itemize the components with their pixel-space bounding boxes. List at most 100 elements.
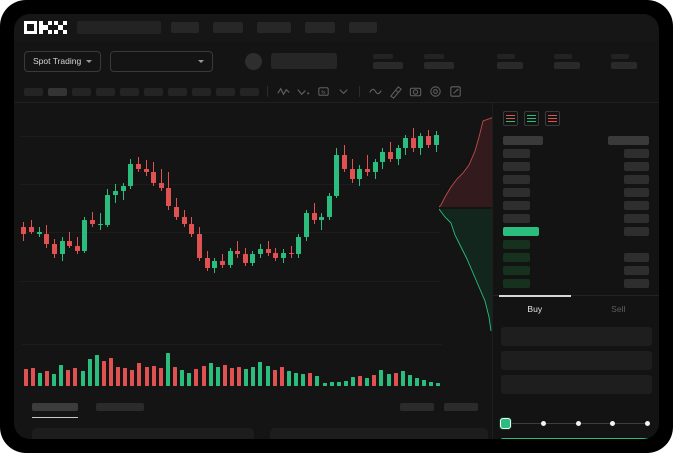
tab-order-history[interactable]	[96, 403, 144, 411]
volume-bar	[429, 382, 434, 386]
stat-24h-volume	[554, 53, 580, 69]
nav-item-1[interactable]	[171, 22, 199, 33]
stat-24h-change	[373, 53, 404, 69]
onboarding-step-indicator	[500, 417, 650, 429]
candle-chart-icon[interactable]	[296, 84, 311, 99]
chevron-down-icon	[86, 59, 93, 63]
volume-bar	[322, 383, 327, 386]
volume-bar	[23, 369, 28, 386]
settings-gear-icon[interactable]	[428, 84, 443, 99]
field-price[interactable]	[501, 351, 652, 370]
timeframe-5m[interactable]	[48, 87, 67, 96]
volume-bar	[173, 366, 178, 386]
timeframe-30m[interactable]	[96, 87, 115, 96]
orderbook-bid-row[interactable]	[503, 240, 649, 249]
orderbook-bid-row[interactable]	[503, 266, 649, 275]
chevron-down-icon[interactable]	[336, 84, 351, 99]
action-cancel-all[interactable]	[444, 403, 478, 411]
fullscreen-icon[interactable]	[448, 84, 463, 99]
wave-icon[interactable]	[368, 84, 383, 99]
tab-sell-label: Sell	[611, 303, 626, 314]
volume-bar	[244, 369, 249, 386]
tab-buy[interactable]: Buy	[493, 295, 577, 321]
timeframe-1h[interactable]	[120, 87, 139, 96]
orderbook-ask-row-price	[503, 149, 530, 158]
orderbook-ask-row[interactable]	[503, 175, 649, 184]
orderbook-ask-row[interactable]	[503, 201, 649, 210]
timeframe-1mo[interactable]	[216, 87, 235, 96]
field-amount[interactable]	[501, 375, 652, 394]
nav-item-4[interactable]	[305, 22, 335, 33]
volume-bar	[30, 368, 35, 386]
primary-cta-button[interactable]	[500, 438, 658, 439]
orderbook-bid-row-amount	[624, 253, 649, 262]
tab-open-orders[interactable]	[32, 403, 78, 418]
orderbook-ask-row-amount	[624, 149, 649, 158]
volume-bar	[407, 375, 412, 386]
volume-histogram[interactable]	[22, 344, 442, 386]
nav-item-2[interactable]	[213, 22, 243, 33]
trading-mode-label: Spot Trading	[33, 56, 82, 66]
orderbook-ask-row[interactable]	[503, 149, 649, 158]
orderbook-mode-bids[interactable]	[524, 111, 539, 126]
depth-ask-area	[439, 117, 494, 207]
orderbook-ask-row[interactable]	[503, 162, 649, 171]
bottom-panel-left[interactable]	[32, 428, 254, 439]
trading-pair-selector[interactable]	[110, 50, 214, 72]
step-1[interactable]	[500, 417, 511, 429]
orderbook-header-price	[503, 136, 543, 145]
orderbook-ask-row-amount	[624, 201, 649, 210]
stat-24h-low	[497, 53, 523, 69]
nav-item-5[interactable]	[349, 22, 377, 33]
price-candlestick-chart[interactable]	[20, 114, 440, 299]
volume-bar	[415, 378, 420, 386]
volume-bar	[400, 370, 405, 386]
tab-sell[interactable]: Sell	[577, 296, 660, 321]
orderbook-ask-row[interactable]	[503, 188, 649, 197]
volume-bar	[230, 368, 234, 386]
timeframe-4h[interactable]	[144, 87, 163, 96]
trading-mode-selector[interactable]: Spot Trading	[24, 50, 102, 72]
field-order-type[interactable]	[501, 327, 652, 346]
camera-icon[interactable]	[408, 84, 423, 99]
volume-bar	[187, 372, 192, 386]
chart-toolbar: fx	[14, 81, 659, 103]
timeframe-1w[interactable]	[192, 87, 211, 96]
orderbook-ask-row[interactable]	[503, 214, 649, 223]
okx-logo-icon[interactable]	[24, 21, 67, 34]
volume-bar	[436, 383, 441, 386]
orderbook-bid-row[interactable]	[503, 253, 649, 262]
bottom-panel-right[interactable]	[270, 428, 488, 439]
line-chart-icon[interactable]	[276, 84, 291, 99]
volume-bar	[123, 368, 128, 386]
orderbook-mode-asks[interactable]	[545, 111, 560, 126]
orderbook-header[interactable]	[503, 136, 649, 145]
timeframe-1m[interactable]	[24, 87, 43, 96]
step-5[interactable]	[645, 420, 650, 426]
volume-bar	[151, 365, 156, 386]
step-4[interactable]	[610, 420, 616, 426]
action-hide-other-pairs[interactable]	[400, 403, 434, 411]
volume-bar	[116, 366, 121, 386]
depth-ask-area-line	[439, 117, 494, 208]
global-search-input[interactable]	[77, 21, 161, 34]
orderbook-bid-row-amount	[624, 279, 649, 288]
orderbook-mode-both[interactable]	[503, 111, 518, 126]
volume-bar	[59, 364, 64, 386]
timeframe-1d[interactable]	[168, 87, 187, 96]
top-navigation-bar	[14, 14, 659, 41]
timeframe-more[interactable]	[240, 87, 259, 96]
orderbook-ask-row-price	[503, 188, 530, 197]
orderbook-bid-row[interactable]	[503, 279, 649, 288]
step-2[interactable]	[540, 420, 546, 426]
timeframe-15m[interactable]	[72, 87, 91, 96]
volume-bar	[279, 366, 284, 386]
step-3[interactable]	[575, 420, 581, 426]
trade-form-tabs: Buy Sell	[493, 295, 659, 321]
orderbook-ask-row-price	[503, 201, 530, 210]
indicator-icon[interactable]: fx	[316, 84, 331, 99]
drawing-tools-icon[interactable]	[388, 84, 403, 99]
nav-item-3[interactable]	[257, 22, 291, 33]
depth-bid-area	[439, 209, 494, 331]
orderbook-ask-row-price	[503, 214, 530, 223]
